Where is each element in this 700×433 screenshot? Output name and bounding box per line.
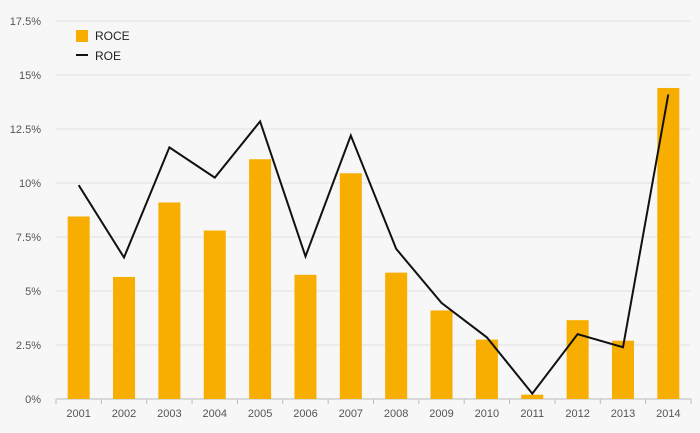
bar-roce <box>430 310 453 399</box>
y-tick-label: 5% <box>25 286 41 298</box>
bar-roce <box>611 340 634 399</box>
roce-bars <box>67 87 680 400</box>
y-tick-label: 0% <box>25 394 41 406</box>
roe-line <box>77 94 670 396</box>
bar-roce <box>294 274 317 399</box>
x-tick-label: 2002 <box>112 408 136 420</box>
y-tick-label: 12.5% <box>10 124 41 136</box>
x-tick-label: 2009 <box>429 408 453 420</box>
x-tick-label: 2010 <box>475 408 499 420</box>
x-tick-label: 2014 <box>656 408 680 420</box>
x-tick-label: 2006 <box>293 408 317 420</box>
y-tick-label: 7.5% <box>16 232 41 244</box>
x-tick-label: 2007 <box>339 408 363 420</box>
bar-roce <box>158 202 181 399</box>
bar-roce <box>657 87 680 400</box>
bar-roce <box>521 394 544 399</box>
legend-label-roe: ROE <box>95 49 121 63</box>
x-tick-label: 2005 <box>248 408 272 420</box>
y-tick-label: 10% <box>19 178 41 190</box>
bar-roce <box>249 159 272 399</box>
legend-label-roce: ROCE <box>95 29 130 43</box>
bar-roce <box>203 230 226 399</box>
x-tick-label: 2008 <box>384 408 408 420</box>
y-tick-label: 2.5% <box>16 340 41 352</box>
gridlines <box>56 20 691 400</box>
x-tick-label: 2001 <box>66 408 90 420</box>
bar-roce <box>475 339 498 399</box>
bar-roce <box>67 216 90 399</box>
bar-roce <box>566 320 589 399</box>
roe-line-group <box>77 94 670 396</box>
x-tick-label: 2004 <box>203 408 227 420</box>
y-axis-ticks: 0% 2.5% 5% 7.5% 10% 12.5% 15% 17.5% <box>10 16 41 406</box>
bar-roce <box>113 276 136 399</box>
y-tick-label: 17.5% <box>10 16 41 28</box>
legend: ROCE ROE <box>76 29 130 63</box>
x-tick-label: 2012 <box>565 408 589 420</box>
x-tick-label: 2003 <box>157 408 181 420</box>
bar-roce <box>385 272 408 399</box>
y-tick-label: 15% <box>19 70 41 82</box>
x-tick-label: 2013 <box>611 408 635 420</box>
x-axis: 2001 2002 2003 2004 2005 2006 2007 2008 2009 2010… <box>55 399 692 420</box>
x-tick-label: 2011 <box>520 408 544 420</box>
bar-roce <box>339 173 362 399</box>
legend-swatch-roce <box>76 30 88 42</box>
